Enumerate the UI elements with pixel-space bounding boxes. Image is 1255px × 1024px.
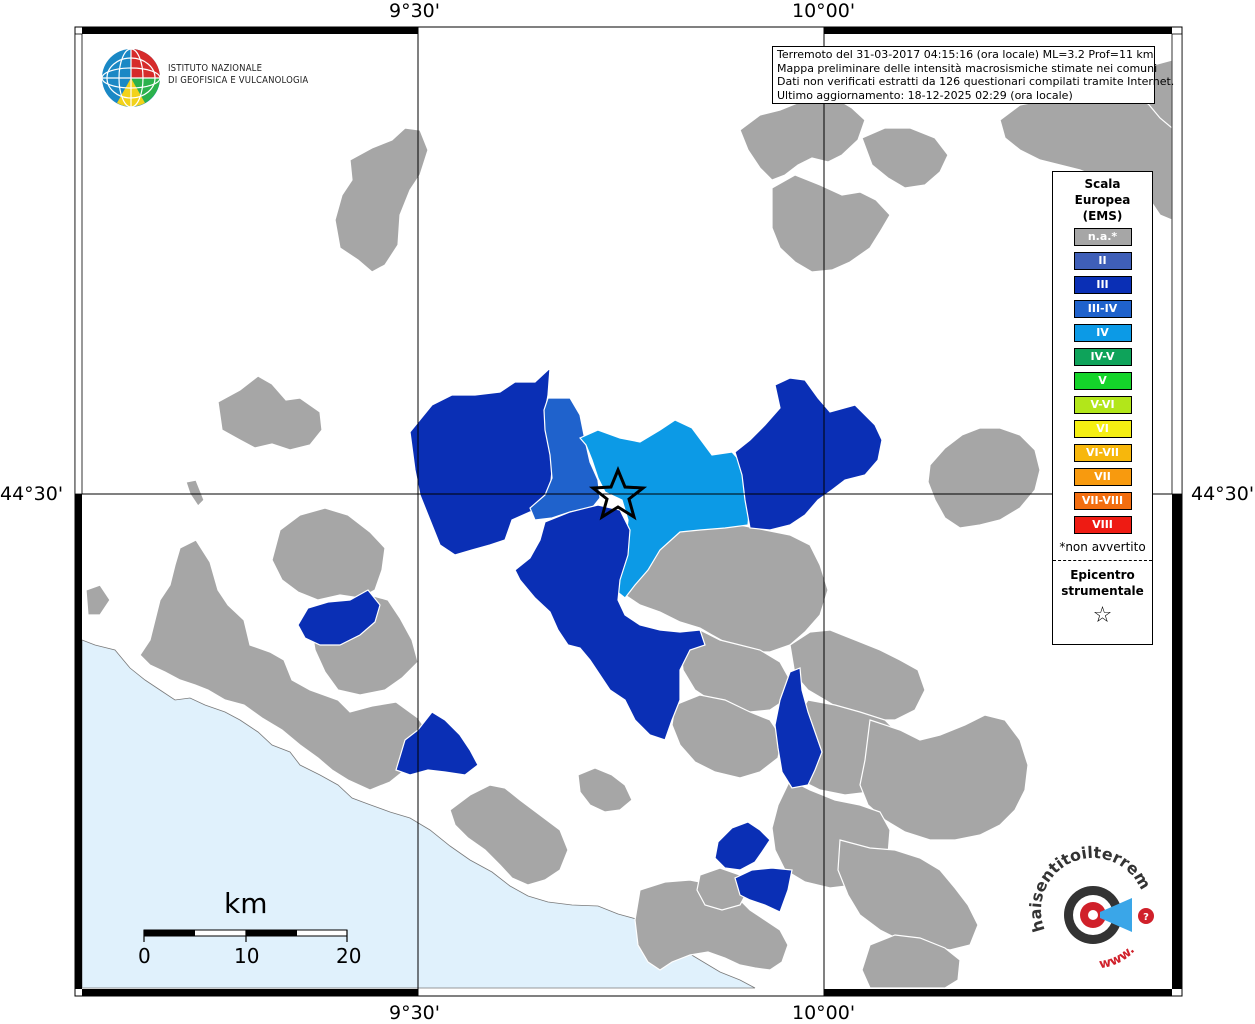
- legend-item: III: [1073, 276, 1132, 294]
- legend-epicenter-line2: strumentale: [1061, 584, 1144, 598]
- municipality-iii-south2: [734, 867, 793, 913]
- lon-label-top-left: 9°30': [389, 0, 440, 22]
- ems-legend: Scala Europea (EMS) n.a.* II III III-IV IV IV…: [1052, 171, 1153, 645]
- ingv-logo-icon: [101, 48, 161, 108]
- lon-label-bottom-right: 10°00': [792, 1002, 856, 1024]
- legend-epicenter-line1: Epicentro: [1070, 568, 1135, 582]
- legend-title: Scala Europea (EMS): [1053, 176, 1152, 224]
- ingv-name-line2: DI GEOFISICA E VULCANOLOGIA: [168, 75, 309, 86]
- municipality-iii-center: [514, 504, 706, 741]
- legend-title-line1: Scala: [1084, 177, 1121, 191]
- scale-bar: [143, 929, 348, 942]
- scale-unit: km: [224, 887, 268, 920]
- scale-tick-10: 10: [234, 944, 260, 968]
- event-info-box: Terremoto del 31-03-2017 04:15:16 (ora l…: [772, 46, 1175, 104]
- graticule: [75, 27, 1182, 996]
- scale-tick-20: 20: [336, 944, 362, 968]
- svg-text:?: ?: [1143, 912, 1149, 923]
- municipality-iii-west: [297, 589, 381, 646]
- event-info-line3: Dati non verificati estratti da 126 ques…: [777, 75, 1175, 88]
- municipality-iii-east: [774, 667, 823, 789]
- legend-item: II: [1073, 252, 1132, 270]
- legend-title-line2: Europea: [1074, 193, 1131, 207]
- legend-title-line3: (EMS): [1082, 209, 1123, 223]
- legend-item: VIII: [1073, 516, 1132, 534]
- lon-label-bottom-left: 9°30': [389, 1002, 440, 1024]
- event-info-line1: Terremoto del 31-03-2017 04:15:16 (ora l…: [777, 48, 1154, 61]
- legend-item: IV-V: [1073, 348, 1132, 366]
- epicenter-star: [588, 466, 648, 521]
- grey-municipalities: [85, 59, 1173, 989]
- legend-item: n.a.*: [1073, 228, 1132, 246]
- event-info-line4: Ultimo aggiornamento: 18-12-2025 02:29 (…: [777, 88, 1073, 102]
- legend-item: VI: [1073, 420, 1132, 438]
- lat-label-right: 44°30': [1191, 483, 1255, 505]
- municipality-iii-south: [714, 821, 771, 871]
- ingv-name-line1: ISTITUTO NAZIONALE: [168, 63, 263, 74]
- legend-item: IV: [1073, 324, 1132, 342]
- legend-star-icon: ☆: [1092, 603, 1113, 628]
- legend-epicenter-label: Epicentro strumentale: [1053, 567, 1152, 599]
- legend-item: III-IV: [1073, 300, 1132, 318]
- municipality-iii-northeast: [734, 377, 883, 531]
- legend-item: VII-VIII: [1073, 492, 1132, 510]
- legend-note: *non avvertito: [1059, 540, 1146, 554]
- map-frame: [74, 26, 1183, 997]
- scale-tick-0: 0: [138, 944, 151, 968]
- legend-separator: [1053, 560, 1152, 561]
- legend-item: VI-VII: [1073, 444, 1132, 462]
- intensity-municipalities: [297, 366, 883, 913]
- legend-item: V-VI: [1073, 396, 1132, 414]
- legend-item: VII: [1073, 468, 1132, 486]
- ingv-name: ISTITUTO NAZIONALE DI GEOFISICA E VULCAN…: [168, 63, 308, 87]
- legend-item: V: [1073, 372, 1132, 390]
- legend-items: n.a.* II III III-IV IV IV-V V V-VI VI VI-VII VII VI…: [1053, 228, 1152, 534]
- municipality-iv: [579, 419, 751, 599]
- event-info-line2: Mappa preliminare delle intensità macros…: [777, 61, 1158, 75]
- lat-label-left: 44°30': [0, 483, 64, 505]
- lon-label-top-right: 10°00': [792, 0, 856, 22]
